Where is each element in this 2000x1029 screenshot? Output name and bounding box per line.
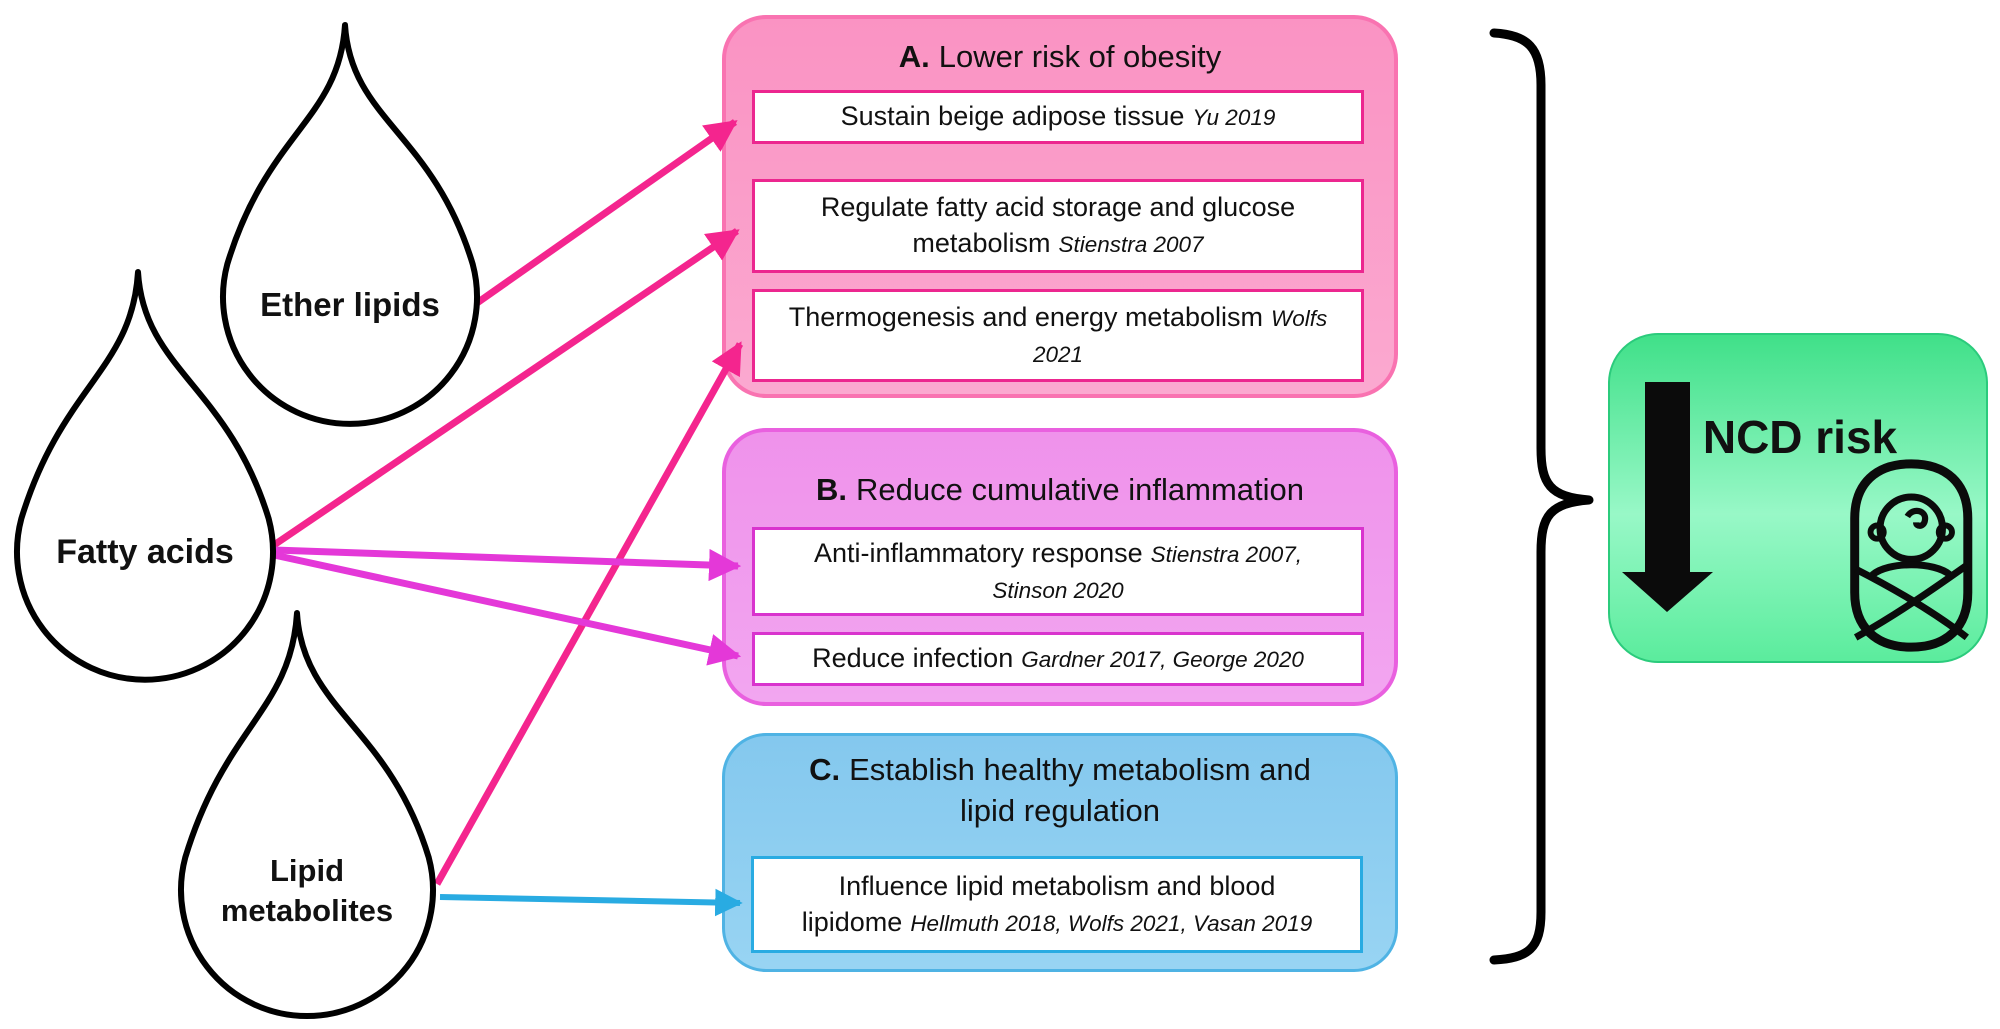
arrow-lipid-metabolites-to-box-c-item-1	[439, 888, 743, 917]
box-b-title: B. Reduce cumulative inflammation	[726, 470, 1394, 511]
box-c-establish-healthy-metabolism: C. Establish healthy metabolism and lipid…	[722, 733, 1398, 972]
box-a-item-2: Regulate fatty acid storage and glucose …	[752, 179, 1364, 273]
box-b-title-text: Reduce cumulative inflammation	[856, 472, 1304, 507]
box-a-item-1-citation: Yu 2019	[1192, 105, 1276, 131]
arrow-ether-lipids-to-box-a-item-1	[474, 119, 738, 306]
box-b-item-1: Anti-inflammatory response Stienstra 2007…	[752, 527, 1364, 616]
ncd-risk-box	[1608, 333, 1988, 663]
arrow-fatty-acids-to-box-a-item-2	[272, 228, 740, 548]
ether-lipids-label: Ether lipids	[260, 286, 440, 323]
ncd-risk-label: NCD risk	[1702, 411, 1898, 463]
box-b-item-1-citation: Stienstra 2007, Stinson 2020	[992, 541, 1302, 603]
box-a-item-2-text: Regulate fatty acid storage and glucose …	[820, 192, 1296, 258]
box-b-letter: B.	[816, 472, 847, 507]
fatty-acids-droplet-icon	[14, 269, 276, 683]
box-c-item-1-citation: Hellmuth 2018, Wolfs 2021, Vasan 2019	[910, 910, 1313, 936]
box-b-item-2-citation: Gardner 2017, George 2020	[1021, 647, 1304, 673]
box-a-letter: A.	[898, 39, 930, 74]
box-b-item-2-text: Reduce infection	[812, 643, 1014, 674]
box-a-title-text: Lower risk of obesity	[938, 39, 1222, 74]
box-a-item-3: Thermogenesis and energy metabolism Wolfs…	[752, 289, 1364, 382]
box-c-item-1-text: Influence lipid metabolism and blood lip…	[801, 870, 1276, 937]
curly-brace	[1489, 28, 1594, 965]
box-a-item-3-text: Thermogenesis and energy metabolism	[788, 301, 1263, 332]
box-a-item-2-citation: Stienstra 2007	[1058, 232, 1204, 257]
box-a-item-3-citation: Wolfs 2021	[1032, 305, 1328, 367]
box-c-title-text: Establish healthy metabolism and lipid r…	[849, 752, 1311, 828]
box-a-item-1: Sustain beige adipose tissue Yu 2019	[752, 90, 1364, 144]
lipid-metabolites-label-line1: Lipid	[269, 853, 345, 888]
box-a-title: A. Lower risk of obesity	[726, 37, 1394, 78]
lipid-metabolites-droplet-icon	[178, 610, 436, 1020]
lipid-metabolites-label-line2: metabolites	[220, 893, 394, 929]
box-b-item-1-text: Anti-inflammatory response	[814, 537, 1143, 568]
arrow-lipid-metabolites-to-box-a-item-3	[433, 341, 744, 886]
box-b-item-2: Reduce infection Gardner 2017, George 202…	[752, 632, 1364, 686]
box-b-reduce-cumulative-inflammation: B. Reduce cumulative inflammation Anti-in…	[722, 428, 1398, 706]
ether-lipids-droplet-icon	[220, 22, 480, 427]
box-a-lower-risk-of-obesity: A. Lower risk of obesity Sustain beige ad…	[722, 15, 1398, 398]
box-c-item-1: Influence lipid metabolism and blood lip…	[751, 856, 1363, 953]
arrow-fatty-acids-to-box-b-item-2	[273, 551, 742, 666]
box-c-title: C. Establish healthy metabolism and lipid…	[725, 750, 1395, 832]
fatty-acids-label: Fatty acids	[56, 533, 234, 571]
box-a-item-1-text: Sustain beige adipose tissue	[840, 101, 1185, 132]
box-c-letter: C.	[809, 752, 841, 787]
arrow-fatty-acids-to-box-b-item-1	[273, 546, 742, 582]
lipid-metabolites-label: Lipid metabolites	[179, 851, 435, 932]
